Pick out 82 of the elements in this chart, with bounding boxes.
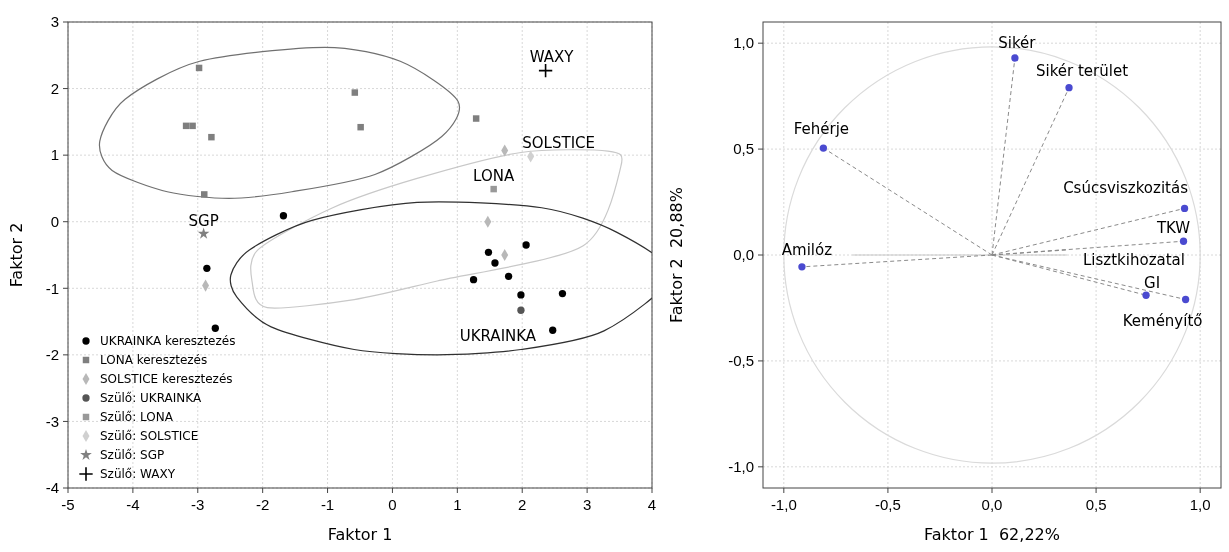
x-tick-label: 0,5 [1085,496,1107,513]
legend-label: SOLSTICE keresztezés [100,372,233,387]
point [517,291,525,299]
legend-label: LONA keresztezés [100,353,208,368]
point [1180,204,1189,213]
y-tick-label: -4 [45,479,59,497]
point [1065,84,1073,92]
point [1011,54,1019,62]
annotation: GI [1144,274,1161,293]
x-tick-label: 0,0 [981,496,1003,513]
y-tick-label: -1 [45,279,59,297]
annotation: Amilóz [781,241,833,260]
annotation: UKRAINKA [459,326,537,345]
legend-label: Szülő: UKRAINKA [100,391,202,406]
point [517,306,525,314]
annotation: SGP [188,211,219,230]
y-tick-label: -0,5 [728,352,754,370]
point [469,275,478,284]
point [558,289,567,298]
y-tick-label: 0,0 [733,246,754,264]
point [472,115,480,122]
point [819,144,828,152]
x-tick-label: -1 [320,496,335,513]
annotation: LONA [473,167,515,186]
y-tick-label: -2 [45,346,59,364]
x-tick-label: -1,0 [770,496,797,513]
point [1179,237,1188,245]
y-axis-title: Faktor 2 [7,222,26,288]
y-tick-label: -3 [45,412,59,430]
point [357,123,364,131]
point [203,264,211,272]
x-tick-label: 1,0 [1189,496,1211,513]
annotation: TKW [1155,219,1191,238]
y-tick-label: 3 [50,13,59,31]
legend-label: Szülő: SGP [100,448,165,463]
annotation: WAXY [529,47,575,66]
annotation: SOLSTICE [522,133,596,152]
x-tick-label: -0,5 [874,496,901,513]
x-tick-label: -4 [126,496,140,513]
point [484,248,493,256]
annotation: Keményítő [1122,311,1203,330]
point [197,227,210,239]
y-tick-label: 0 [50,212,59,230]
x-axis-title: Faktor 1 62,22% [924,525,1060,544]
annotation: Csúcsviszkozitás [1063,178,1189,197]
y-tick-label: 0,5 [733,140,754,158]
legend-label: Szülő: WAXY [100,467,176,482]
x-tick-label: -2 [255,496,270,513]
point [491,259,499,267]
x-tick-label: -3 [191,496,205,513]
point [549,326,557,334]
annotation: Sikér [998,34,1037,53]
point [189,122,196,130]
y-tick-label: 1 [50,146,59,164]
point [279,212,288,220]
y-tick-label: -1,0 [728,458,754,476]
point [522,241,530,249]
y-axis-title: Faktor 2 20,88% [667,187,686,323]
y-tick-label: 2 [50,79,59,97]
legend-label: Szülő: LONA [100,410,174,425]
point [208,133,215,141]
point [504,272,513,280]
point [490,185,497,193]
annotation: Lisztkihozatal [1083,250,1185,269]
x-axis-title: Faktor 1 [327,525,393,544]
annotation: Sikér terület [1035,61,1129,80]
point [538,63,554,79]
legend-label: Szülő: SOLSTICE [100,429,199,444]
point [211,324,219,332]
x-tick-label: 0 [388,496,397,513]
x-tick-label: 2 [518,496,527,513]
x-tick-label: 3 [582,496,592,513]
point [351,89,359,96]
y-tick-label: 1,0 [733,34,754,52]
x-tick-label: 1 [453,496,462,513]
annotation: Fehérje [793,120,850,139]
point [1142,291,1150,299]
x-tick-label: -5 [61,496,75,513]
legend-label: UKRAINKA keresztezés [100,334,236,349]
point [1181,295,1190,304]
point [201,191,208,198]
x-tick-label: 4 [647,496,657,513]
